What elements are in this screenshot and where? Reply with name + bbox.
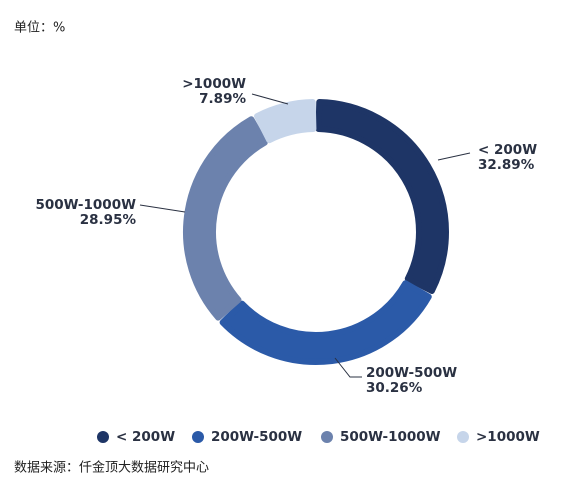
source-note: 数据来源：仟金顶大数据研究中心 <box>14 460 209 476</box>
leader-line <box>437 152 471 161</box>
unit-note: 单位：% <box>14 21 65 36</box>
slice-label: >1000W <box>182 76 246 92</box>
legend-label: >1000W <box>476 429 540 445</box>
donut-slice <box>219 280 432 365</box>
slice-value: 32.89% <box>478 157 535 173</box>
donut-slice <box>254 99 317 144</box>
leader-line <box>334 357 362 378</box>
legend-label: < 200W <box>116 429 175 445</box>
legend-swatch <box>321 431 333 443</box>
donut-slice <box>183 116 268 321</box>
slice-label: < 200W <box>478 142 537 158</box>
slice-label: 200W-500W <box>366 365 457 381</box>
leader-line <box>251 93 289 105</box>
slice-value: 30.26% <box>366 380 423 396</box>
donut-slice <box>315 99 449 294</box>
legend-swatch <box>457 431 469 443</box>
leader-line <box>139 204 186 213</box>
legend-swatch <box>97 431 109 443</box>
slice-label: 500W-1000W <box>35 197 136 213</box>
legend-swatch <box>192 431 204 443</box>
legend-label: 500W-1000W <box>340 429 441 445</box>
slice-value: 28.95% <box>80 212 137 228</box>
slice-value: 7.89% <box>199 91 246 107</box>
legend-label: 200W-500W <box>211 429 302 445</box>
